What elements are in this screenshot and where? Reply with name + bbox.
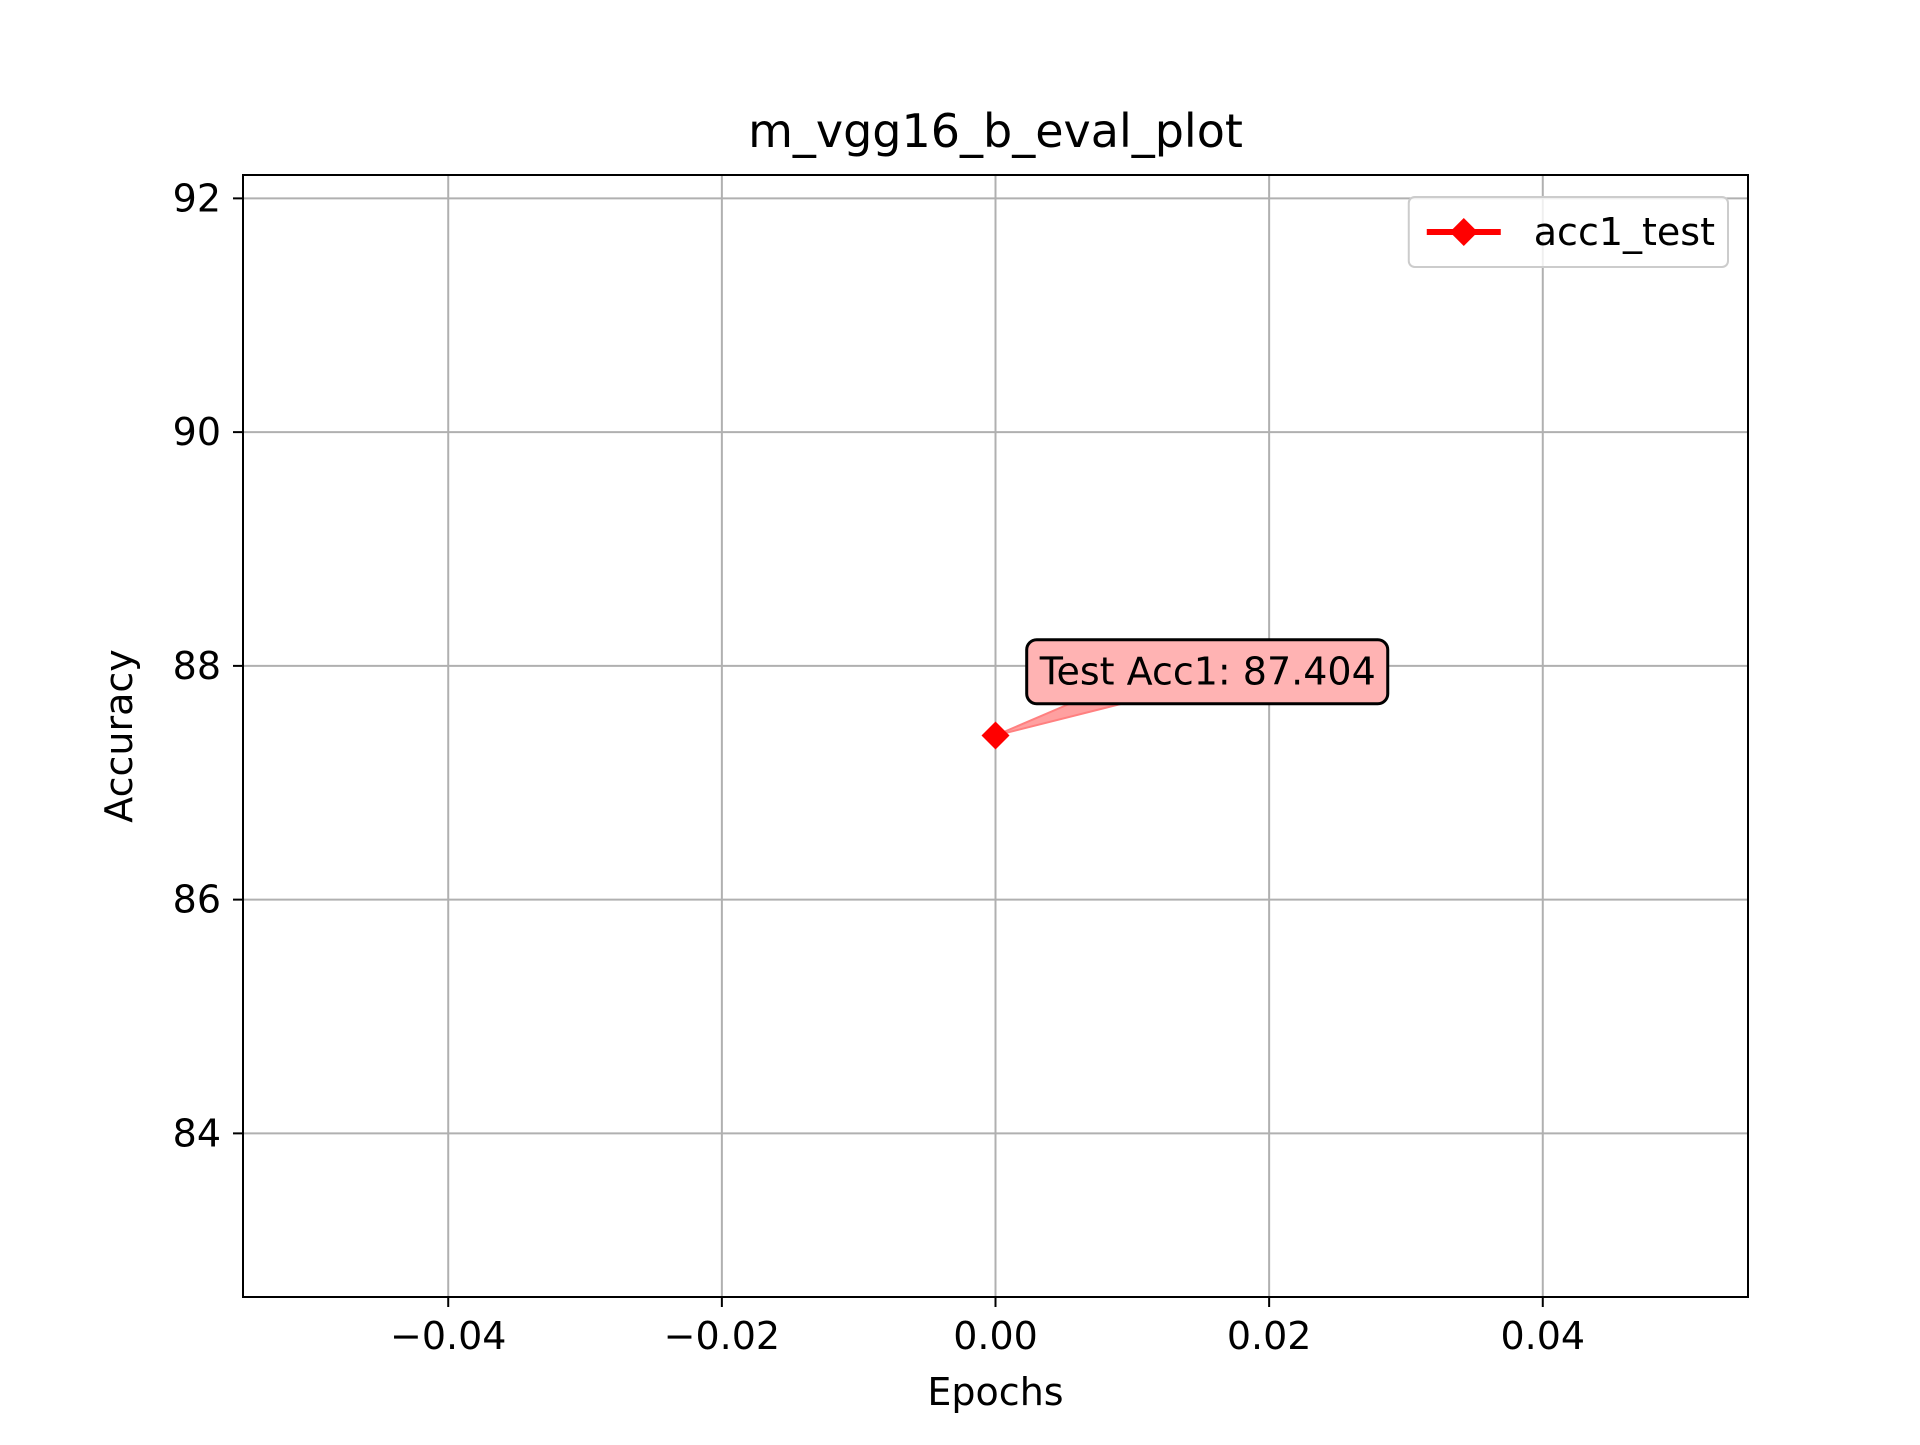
annotation-label: Test Acc1: 87.404: [1039, 650, 1376, 694]
y-axis-label: Accuracy: [97, 649, 141, 823]
x-tick-label: 0.04: [1500, 1314, 1585, 1358]
y-tick-label: 90: [173, 410, 221, 454]
y-tick-label: 92: [173, 176, 221, 220]
data-point: [981, 721, 1010, 750]
series-layer: [981, 721, 1010, 750]
legend-box: [1407, 196, 1729, 268]
legend-marker: [1449, 218, 1478, 246]
y-tick-label: 86: [173, 878, 221, 922]
ticks: −0.04 −0.02 0.00 0.02 0.04 84 86 88 90 92: [173, 176, 1585, 1358]
x-tick-label: −0.04: [390, 1314, 506, 1358]
chart-title: m_vgg16_b_eval_plot: [748, 104, 1243, 158]
annotation-box: [1025, 638, 1390, 706]
x-tick-label: 0.02: [1227, 1314, 1312, 1358]
x-axis-label: Epochs: [927, 1370, 1063, 1414]
x-tick-label: −0.02: [664, 1314, 780, 1358]
y-tick-label: 84: [173, 1111, 221, 1155]
annotation-layer: Test Acc1: 87.404: [1025, 638, 1390, 706]
y-tick-label: 88: [173, 644, 221, 688]
legend-label: acc1_test: [1534, 210, 1715, 254]
x-tick-label: 0.00: [953, 1314, 1038, 1358]
legend: acc1_test: [1407, 196, 1729, 268]
